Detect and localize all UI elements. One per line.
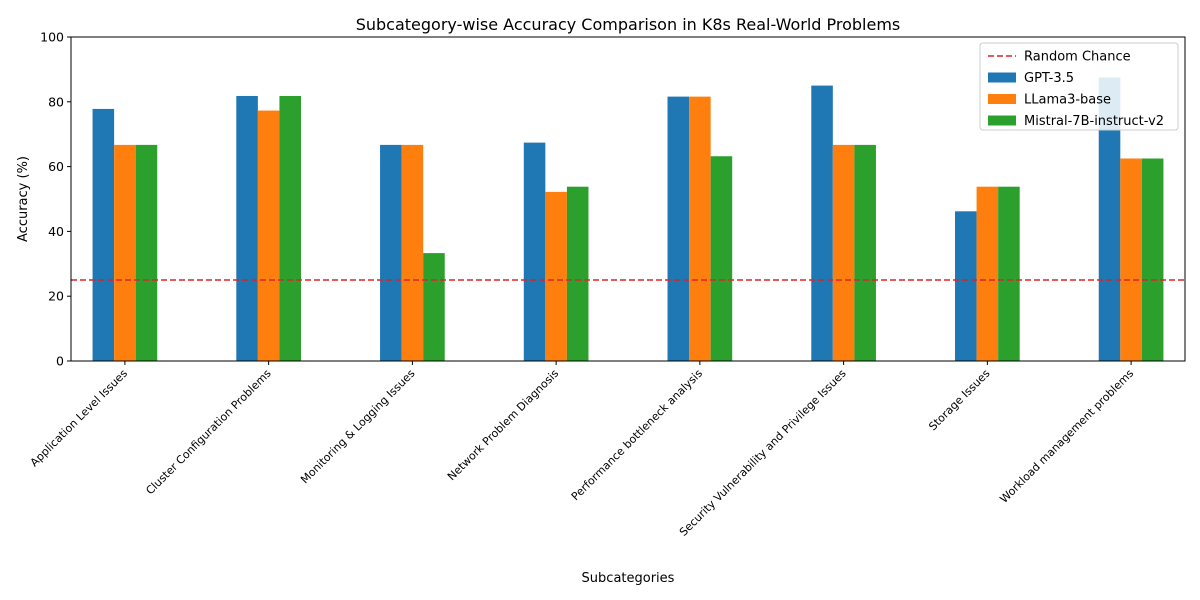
bar-series-3-category-3 xyxy=(423,253,445,361)
x-tick-label: Storage Issues xyxy=(926,367,992,433)
legend-item: GPT-3.5 xyxy=(988,71,1074,86)
bar-series-2-category-3 xyxy=(401,144,424,361)
bar-series-1-category-6 xyxy=(811,85,833,361)
bar-series-3-category-6 xyxy=(854,144,876,361)
legend-swatch xyxy=(988,94,1016,104)
x-tick-label: Network Problem Diagnosis xyxy=(445,367,561,483)
bar-series-3-category-5 xyxy=(710,156,733,361)
bar-series-1-category-4 xyxy=(523,142,546,361)
x-tick-label: Performance bottleneck analysis xyxy=(569,367,705,503)
legend-label: Random Chance xyxy=(1024,50,1131,65)
legend: Random Chance GPT-3.5 LLama3-base Mistral-7… xyxy=(979,42,1179,131)
bar-series-2-category-8 xyxy=(1120,158,1142,361)
bar-series-1-category-1 xyxy=(92,108,115,362)
chart-title: Subcategory-wise Accuracy Comparison in … xyxy=(356,15,901,34)
bar-series-2-category-7 xyxy=(976,186,999,361)
x-tick-label: Monitoring & Logging Issues xyxy=(298,367,417,486)
x-tick-label: Workload management problems xyxy=(997,367,1136,506)
plot-frame xyxy=(70,36,1186,362)
x-tick-label: Application Level Issues xyxy=(28,367,130,469)
y-tick-label: 40 xyxy=(48,224,64,239)
y-tick-label: 80 xyxy=(48,94,64,109)
legend-label: LLama3-base xyxy=(1024,93,1111,108)
bar-series-1-category-5 xyxy=(667,96,690,362)
bar-series-2-category-2 xyxy=(257,110,280,361)
bar-series-3-category-1 xyxy=(135,144,158,361)
bar-series-1-category-3 xyxy=(380,144,402,361)
bar-series-2-category-5 xyxy=(689,96,711,362)
legend-label: Mistral-7B-instruct-v2 xyxy=(1024,114,1164,129)
bar-series-3-category-7 xyxy=(998,186,1020,361)
legend-swatch xyxy=(988,115,1016,126)
bar-series-2-category-1 xyxy=(114,144,136,361)
y-tick-label: 20 xyxy=(48,289,64,304)
y-tick-label: 60 xyxy=(48,159,64,174)
bar-series-3-category-2 xyxy=(279,95,301,361)
x-tick-label: Cluster Configuration Problems xyxy=(143,367,274,498)
bar-series-1-category-7 xyxy=(955,211,977,361)
y-tick-label: 0 xyxy=(56,354,64,369)
legend-item: Mistral-7B-instruct-v2 xyxy=(988,114,1164,129)
legend-swatch xyxy=(988,72,1016,83)
bar-series-3-category-8 xyxy=(1141,158,1164,361)
x-axis-label: Subcategories xyxy=(582,571,675,586)
bar-series-3-category-4 xyxy=(566,186,589,361)
legend-item: Random Chance xyxy=(988,50,1131,65)
legend-item: LLama3-base xyxy=(988,93,1111,108)
bar-series-2-category-6 xyxy=(832,144,855,361)
bar-series-2-category-4 xyxy=(545,191,567,361)
legend-box xyxy=(979,42,1179,131)
y-tick-label: 100 xyxy=(40,30,64,45)
y-axis-label: Accuracy (%) xyxy=(16,156,31,242)
x-tick-label: Security Vulnerability and Privilege Iss… xyxy=(677,367,849,539)
bar-series-1-category-2 xyxy=(236,95,258,361)
legend-label: GPT-3.5 xyxy=(1024,71,1074,86)
bar-series-1-category-8 xyxy=(1098,77,1121,361)
